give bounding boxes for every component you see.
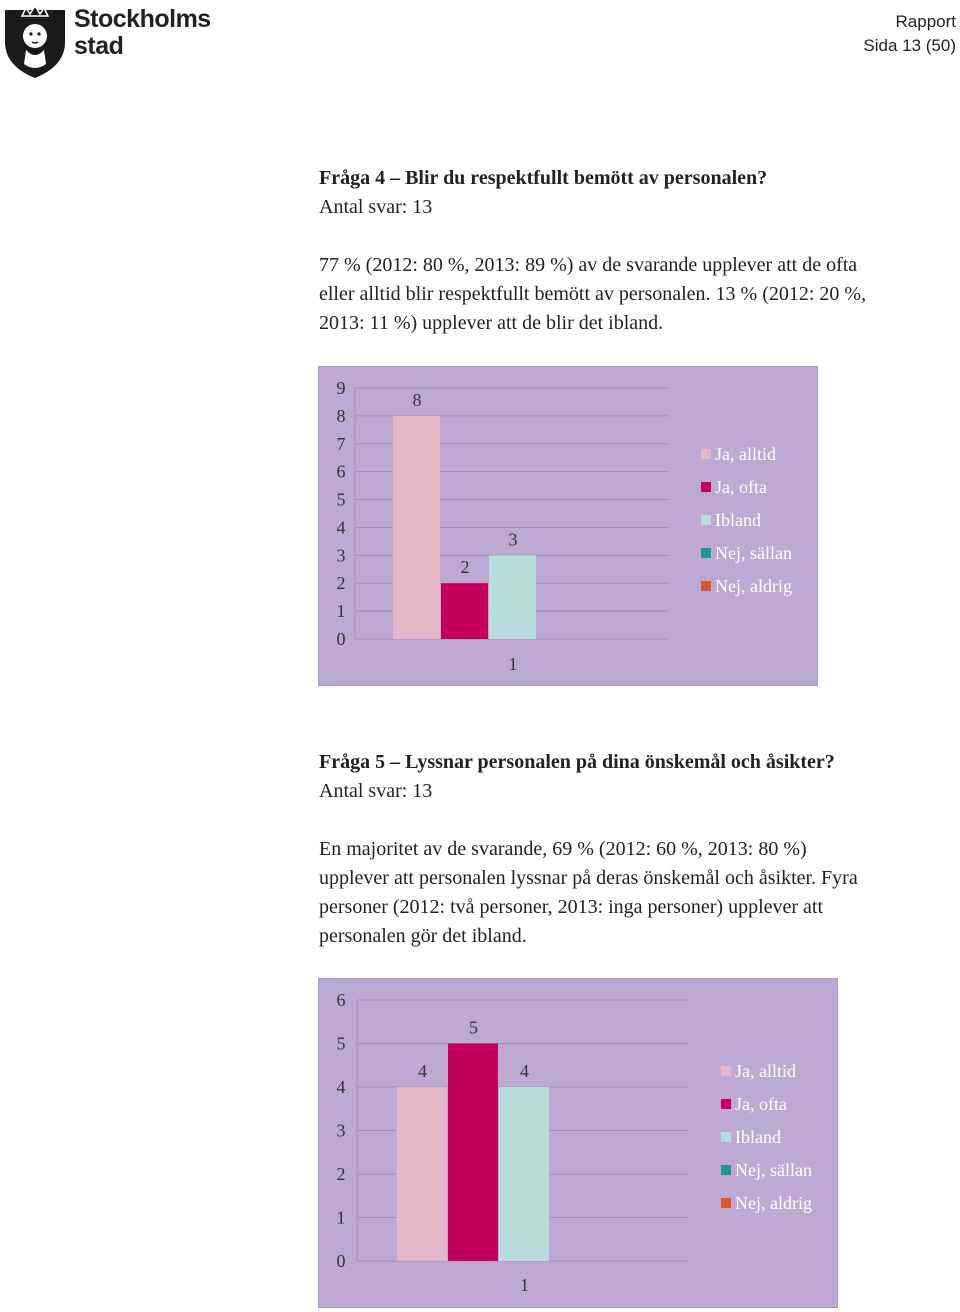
question-5-line: upplever att personalen lyssnar på deras… bbox=[319, 867, 858, 889]
legend-swatch bbox=[721, 1099, 731, 1109]
legend-swatch bbox=[721, 1165, 731, 1175]
bar bbox=[499, 1087, 549, 1261]
stockholms-stad-logo: Stockholms stad bbox=[2, 2, 232, 80]
page-number: Sida 13 (50) bbox=[863, 36, 956, 55]
question-5-line: personer (2012: två personer, 2013: inga… bbox=[319, 896, 824, 918]
legend-label: Ja, ofta bbox=[735, 1094, 787, 1114]
question-5-count: Antal svar: 13 bbox=[319, 780, 433, 802]
logo-text-line2: stad bbox=[74, 32, 124, 60]
x-tick-label: 1 bbox=[509, 654, 518, 674]
question-4-count: Antal svar: 13 bbox=[319, 196, 433, 218]
y-tick-label: 7 bbox=[337, 434, 346, 454]
y-tick-label: 5 bbox=[337, 1034, 346, 1054]
y-tick-label: 3 bbox=[337, 545, 346, 565]
question-5-chart: 0 1 2 3 4 5 6 4 5 4 1 Ja, alltid Ja, ofta Ibland Nej, … bbox=[318, 978, 838, 1308]
data-label: 3 bbox=[509, 529, 518, 549]
data-label: 4 bbox=[418, 1061, 427, 1081]
legend-label: Nej, sällan bbox=[715, 543, 792, 563]
legend-label: Ibland bbox=[715, 510, 761, 530]
question-5-title: Fråga 5 – Lyssnar personalen på dina öns… bbox=[319, 751, 835, 773]
y-tick-label: 2 bbox=[337, 1164, 346, 1184]
y-tick-label: 3 bbox=[337, 1121, 346, 1141]
legend-label: Nej, sällan bbox=[735, 1160, 812, 1180]
bar bbox=[393, 415, 440, 639]
report-label: Rapport bbox=[895, 12, 956, 31]
bar bbox=[397, 1087, 447, 1261]
legend-swatch bbox=[701, 548, 711, 558]
crest-icon bbox=[5, 4, 65, 78]
legend-swatch bbox=[701, 482, 711, 492]
page-header-info: Rapport Sida 13 (50) bbox=[863, 10, 956, 58]
y-tick-label: 1 bbox=[337, 1208, 346, 1228]
data-label: 5 bbox=[469, 1018, 478, 1038]
legend-swatch bbox=[701, 449, 711, 459]
question-4-line: 2013: 11 %) upplever att de blir det ibl… bbox=[319, 312, 664, 334]
question-4-line: 77 % (2012: 80 %, 2013: 89 %) av de svar… bbox=[319, 254, 858, 276]
logo-text-line1: Stockholms bbox=[74, 5, 211, 33]
question-4-section: Fråga 4 – Blir du respektfullt bemött av… bbox=[319, 164, 955, 338]
question-5-line: personalen gör det ibland. bbox=[319, 925, 527, 947]
y-tick-label: 6 bbox=[337, 462, 346, 482]
bar bbox=[441, 583, 488, 639]
legend-swatch bbox=[721, 1132, 731, 1142]
legend-label: Nej, aldrig bbox=[735, 1193, 812, 1213]
legend-label: Ja, alltid bbox=[715, 444, 776, 464]
logo-text: Stockholms stad bbox=[74, 6, 211, 60]
data-label: 2 bbox=[461, 557, 470, 577]
y-tick-label: 8 bbox=[337, 406, 346, 426]
y-tick-label: 0 bbox=[337, 629, 346, 649]
y-tick-label: 6 bbox=[337, 990, 346, 1010]
question-4-line: eller alltid blir respektfullt bemött av… bbox=[319, 283, 867, 305]
data-label: 4 bbox=[520, 1061, 529, 1081]
y-tick-label: 9 bbox=[337, 378, 346, 398]
question-5-line: En majoritet av de svarande, 69 % (2012:… bbox=[319, 838, 807, 860]
legend-label: Ibland bbox=[735, 1127, 781, 1147]
legend-label: Nej, aldrig bbox=[715, 576, 792, 596]
y-tick-label: 4 bbox=[337, 517, 346, 537]
question-4-paragraph: 77 % (2012: 80 %, 2013: 89 %) av de svar… bbox=[319, 251, 955, 338]
question-5-section: Fråga 5 – Lyssnar personalen på dina öns… bbox=[319, 748, 955, 951]
legend-label: Ja, alltid bbox=[735, 1061, 796, 1081]
y-tick-label: 0 bbox=[337, 1251, 346, 1271]
legend-swatch bbox=[721, 1198, 731, 1208]
legend-swatch bbox=[701, 515, 711, 525]
y-tick-label: 2 bbox=[337, 573, 346, 593]
legend-swatch bbox=[701, 581, 711, 591]
bar bbox=[448, 1043, 498, 1261]
legend-swatch bbox=[721, 1066, 731, 1076]
x-tick-label: 1 bbox=[520, 1275, 529, 1295]
question-4-title: Fråga 4 – Blir du respektfullt bemött av… bbox=[319, 167, 768, 189]
question-5-chart-svg: 0 1 2 3 4 5 6 4 5 4 1 Ja, alltid Ja, ofta Ibland Nej, … bbox=[337, 990, 812, 1295]
question-5-paragraph: En majoritet av de svarande, 69 % (2012:… bbox=[319, 835, 955, 951]
question-4-chart-svg: 0 1 2 3 4 5 6 7 8 9 8 2 3 1 Ja, alltid Ja, ofta Ibland Ne… bbox=[337, 378, 792, 674]
y-tick-label: 5 bbox=[337, 490, 346, 510]
y-tick-label: 4 bbox=[337, 1077, 346, 1097]
y-tick-label: 1 bbox=[337, 601, 346, 621]
data-label: 8 bbox=[413, 390, 422, 410]
legend-label: Ja, ofta bbox=[715, 477, 767, 497]
question-4-chart: 0 1 2 3 4 5 6 7 8 9 8 2 3 1 Ja, alltid Ja, ofta Ibland Ne… bbox=[318, 366, 818, 686]
bar bbox=[489, 555, 536, 639]
